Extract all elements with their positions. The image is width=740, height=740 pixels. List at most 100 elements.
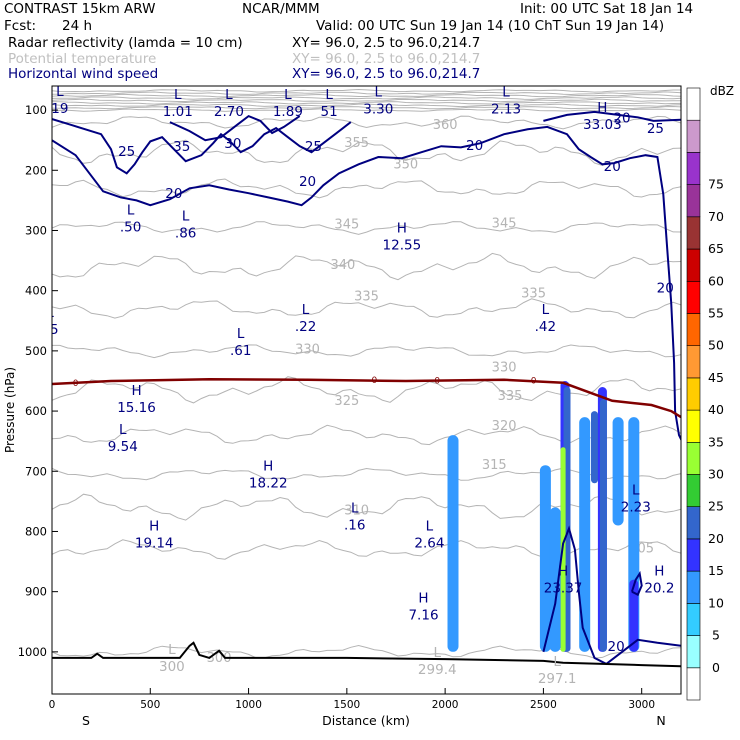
wind-speed-label: 30 (224, 136, 241, 152)
y-tick-label: 600 (25, 404, 47, 418)
theta-contour-upper (52, 105, 681, 110)
theta-contour-355 (52, 139, 681, 167)
colorbar-level-label: 35 (708, 434, 724, 449)
theta-contour-upper (52, 91, 681, 96)
extremum-value: .42 (535, 319, 556, 335)
extremum-value: 300 (159, 659, 185, 675)
y-tick-label: 300 (25, 223, 47, 237)
theta-contour-360 (52, 115, 681, 130)
extremum-value: 1.89 (273, 104, 303, 120)
extremum-value: .61 (230, 343, 251, 359)
colorbar-swatch (686, 216, 701, 250)
terrain-line (52, 641, 681, 668)
extremum-kind: L (553, 654, 561, 670)
theta-contour-upper (52, 108, 681, 112)
theta-contour-330 (52, 344, 681, 359)
extremum-value: 2.23 (621, 499, 651, 515)
wind-speed-label: 20 (165, 186, 182, 202)
extremum-kind: L (284, 87, 292, 103)
fcst-label: Fcst: (4, 18, 37, 34)
theta-label: 310 (344, 503, 369, 518)
zero-line-label: 0 (531, 376, 537, 386)
colorbar-level-label: 10 (708, 595, 724, 610)
extremum-kind: H (597, 100, 607, 116)
wind-contour-20 (52, 125, 681, 442)
y-tick-label: 700 (25, 464, 47, 478)
colorbar-swatch (686, 87, 701, 121)
extremum-value: .22 (295, 319, 316, 335)
y-tick-label: 1000 (18, 645, 47, 659)
reflectivity-cell (612, 417, 624, 526)
y-tick-label: 800 (25, 524, 47, 538)
theta-contour-310 (52, 493, 681, 521)
theta-contour-upper (52, 96, 681, 100)
field-xy-wind: XY= 96.0, 2.5 to 96.0,214.7 (292, 66, 481, 82)
extremum-kind: L (127, 202, 135, 218)
reflectivity-cell (579, 417, 591, 652)
extremum-value: 297.1 (538, 671, 577, 687)
extremum-kind: H (418, 591, 428, 607)
field-xy-theta: XY= 96.0, 2.5 to 96.0,214.7 (292, 51, 481, 67)
colorbar-level-label: 60 (708, 273, 724, 288)
extremum-kind: L (351, 500, 359, 516)
extremum-value: 23.37 (544, 581, 583, 597)
extremum-value: 2.13 (491, 101, 521, 117)
extremum-kind: L (433, 645, 441, 661)
colorbar-swatch (686, 345, 701, 379)
zero-line-label: 0 (73, 379, 79, 389)
extremum-value: 20.2 (644, 581, 674, 597)
theta-contour-315 (52, 467, 681, 481)
colorbar-swatch (686, 441, 701, 475)
field-label-wind: Horizontal wind speed (8, 66, 159, 82)
wind-contour-storm (542, 525, 681, 666)
extremum-value: 7.16 (408, 608, 438, 624)
theta-label: 320 (492, 419, 517, 434)
colorbar-level-label: 65 (708, 241, 724, 256)
y-tick-label: 900 (25, 585, 47, 599)
theta-contour-upper (52, 98, 681, 103)
colorbar-level-label: 45 (708, 370, 724, 385)
x-end-label-south: S (82, 713, 90, 728)
theta-contour-325 (52, 376, 681, 404)
y-tick-label: 100 (25, 103, 47, 117)
colorbar-swatch (686, 280, 701, 314)
zero-line-label: 0 (371, 376, 377, 386)
extremum-kind: H (397, 220, 407, 236)
theta-contour-350 (52, 178, 681, 199)
field-label-theta: Potential temperature (8, 51, 157, 67)
theta-label: 315 (482, 458, 507, 473)
extremum-kind: L (375, 84, 383, 100)
theta-contour-305 (52, 539, 681, 560)
extremum-value: .86 (175, 225, 196, 241)
y-tick-label: 200 (25, 163, 47, 177)
colorbar-level-label: 70 (708, 209, 724, 224)
org-label: NCAR/MMM (242, 1, 320, 17)
theta-contour-320 (52, 424, 681, 446)
colorbar-unit: dBZ (710, 84, 734, 98)
extremum-kind: L (46, 305, 54, 321)
init-time: Init: 00 UTC Sat 18 Jan 14 (520, 1, 694, 17)
x-end-label-north: N (656, 713, 665, 728)
field-xy-reflectivity: XY= 96.0, 2.5 to 96.0,214.7 (292, 35, 481, 51)
theta-label: 335 (498, 389, 523, 404)
colorbar-swatch (686, 313, 701, 347)
colorbar-swatch (686, 538, 701, 572)
theta-contour-upper (52, 103, 681, 108)
extremum-kind: L (225, 87, 233, 103)
theta-contour-upper (52, 101, 681, 105)
wind-speed-label: 20 (613, 110, 630, 126)
reflectivity-cell (539, 465, 551, 652)
extremum-kind: H (263, 458, 273, 474)
colorbar-level-label: 0 (712, 660, 720, 675)
extremum-value: 33.03 (583, 117, 622, 133)
extremum-value: 2.64 (414, 535, 444, 551)
colorbar-swatch (686, 506, 701, 540)
extremum-value: 3.30 (363, 101, 393, 117)
y-axis-title: Pressure (hPa) (3, 367, 17, 453)
extremum-kind: L (325, 87, 333, 103)
x-axis-title: Distance (km) (322, 713, 410, 728)
theta-label: 330 (492, 361, 517, 376)
extremum-value: 9.54 (108, 439, 138, 455)
wind-speed-label: 25 (647, 121, 664, 137)
x-tick-label: 2500 (530, 699, 557, 711)
